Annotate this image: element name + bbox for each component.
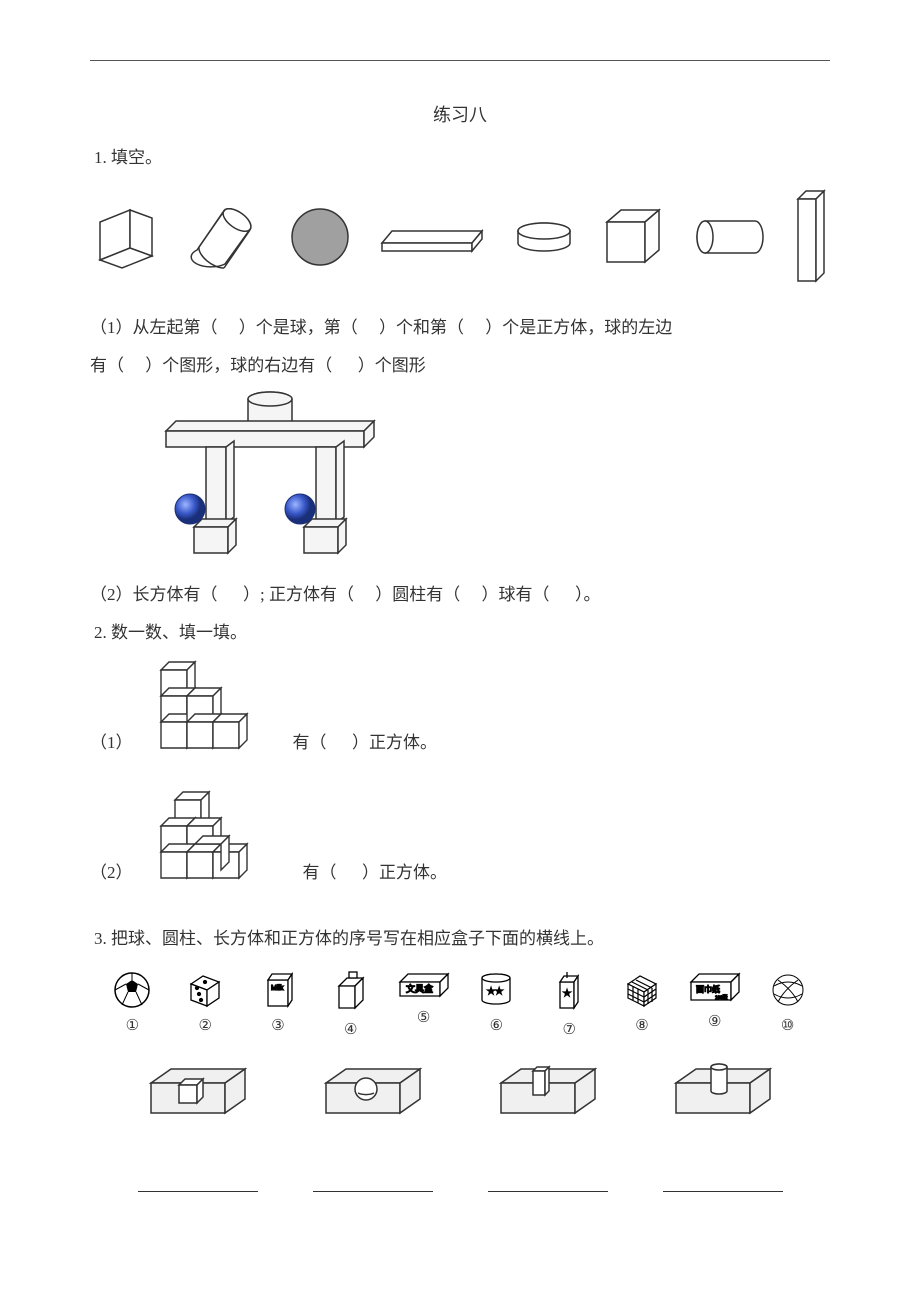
q2r2-a: （2） [90, 856, 133, 890]
svg-text:文具盒: 文具盒 [406, 983, 433, 994]
shape-cuboid-flat [378, 217, 488, 257]
q1-heading: 1. 填空。 [94, 141, 830, 175]
q1p1-c: ）个和第（ [379, 318, 464, 337]
svg-text:100张: 100张 [715, 994, 728, 1001]
q1p1-b: ）个是球，第（ [239, 318, 358, 337]
q1p1-d: ）个是正方体，球的左边 [485, 318, 672, 337]
q2-row2: （2） [90, 784, 830, 894]
num-5: ⑤ [417, 1008, 430, 1027]
answer-line-1[interactable] [138, 1173, 258, 1192]
q1-part2-figure [90, 387, 830, 572]
shape-cube [90, 200, 160, 274]
item-3: Milk ③ [250, 970, 306, 1039]
q1p2-a: （2）长方体有（ [90, 585, 218, 604]
q1-part1-line2: 有（ ）个图形，球的右边有（ ）个图形 [90, 349, 830, 383]
shape-cylinder-horizontal [691, 214, 769, 260]
q3-answer-lines [90, 1123, 830, 1192]
q1p1-2a: 有（ [90, 356, 124, 375]
worksheet-page: 练习八 1. 填空。 [0, 0, 920, 1302]
q1p2-c: ）圆柱有（ [375, 585, 460, 604]
answer-line-3[interactable] [488, 1173, 608, 1192]
q2-row1: （1） [90, 654, 830, 764]
q1p1-2c: ）个图形 [358, 356, 426, 375]
num-1: ① [126, 1016, 139, 1035]
q2-fig1 [153, 654, 273, 764]
item-4: ④ [323, 970, 379, 1039]
num-8: ⑧ [635, 1016, 648, 1035]
svg-text:面巾纸: 面巾纸 [696, 984, 720, 994]
q1p2-d: ）球有（ [481, 585, 549, 604]
item-10: ⑩ [760, 970, 816, 1039]
top-rule [90, 60, 830, 61]
q2-heading: 2. 数一数、填一填。 [94, 616, 830, 650]
num-2: ② [198, 1016, 211, 1035]
q1p2-e: ）。 [575, 585, 601, 604]
q2r1-b: 有（ ）正方体。 [293, 726, 438, 760]
item-2: ② [177, 970, 233, 1039]
num-3: ③ [271, 1016, 284, 1035]
bin-cuboid [493, 1063, 603, 1123]
bin-cube [143, 1063, 253, 1123]
num-4: ④ [344, 1020, 357, 1039]
q3-heading: 3. 把球、圆柱、长方体和正方体的序号写在相应盒子下面的横线上。 [94, 922, 830, 956]
q3-items: ① ② Milk ③ [90, 970, 830, 1192]
shape-cylinder-tilted [185, 198, 263, 276]
bin-cylinder [668, 1063, 778, 1123]
q1p1-2b: ）个图形，球的右边有（ [145, 356, 332, 375]
svg-text:★★: ★★ [487, 986, 503, 996]
q2r1-a: （1） [90, 726, 133, 760]
num-9: ⑨ [708, 1012, 721, 1031]
answer-line-2[interactable] [313, 1173, 433, 1192]
q1p2-b: ）; 正方体有（ [243, 585, 354, 604]
svg-text:★: ★ [563, 988, 571, 998]
item-5: 文具盒 ⑤ [396, 970, 452, 1039]
shape-cube-2 [601, 202, 667, 272]
num-6: ⑥ [490, 1016, 503, 1035]
q1-shape-row [90, 179, 830, 307]
q2r2-b: 有（ ）正方体。 [303, 856, 448, 890]
shape-cylinder-short [512, 217, 576, 257]
shape-sphere [287, 204, 353, 270]
bin-sphere [318, 1063, 428, 1123]
item-9: 面巾纸 100张 ⑨ [687, 970, 743, 1039]
q2-fig2 [153, 784, 283, 894]
num-7: ⑦ [562, 1020, 575, 1039]
q1p1-a: （1）从左起第（ [90, 318, 218, 337]
shape-cuboid-tall [794, 187, 830, 287]
item-1: ① [104, 970, 160, 1039]
q3-bins [90, 1063, 830, 1123]
item-8: ⑧ [614, 970, 670, 1039]
q1-part2-text: （2）长方体有（ ）; 正方体有（ ）圆柱有（ ）球有（ ）。 [90, 578, 830, 612]
page-title: 练习八 [90, 101, 830, 127]
num-10: ⑩ [781, 1016, 794, 1035]
q1-part1-line1: （1）从左起第（ ）个是球，第（ ）个和第（ ）个是正方体，球的左边 [90, 311, 830, 345]
item-6: ★★ ⑥ [468, 970, 524, 1039]
answer-line-4[interactable] [663, 1173, 783, 1192]
item-7: ★ ⑦ [541, 970, 597, 1039]
svg-text:Milk: Milk [271, 985, 284, 992]
